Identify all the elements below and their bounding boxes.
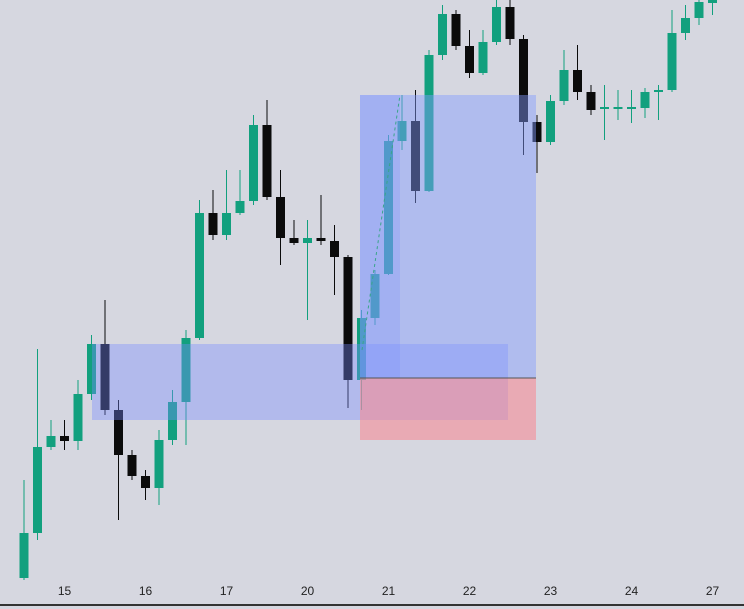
x-tick-label: 24: [625, 584, 639, 598]
candle-body: [613, 107, 623, 109]
candle-body: [424, 55, 434, 191]
candle-body: [586, 92, 596, 110]
projection-line: [361, 94, 401, 351]
candle-body: [316, 238, 326, 241]
candle-body: [235, 201, 245, 213]
candle-body: [195, 213, 204, 338]
candle-body: [627, 107, 636, 109]
target-zone: [360, 95, 536, 378]
candle-body: [19, 533, 29, 578]
x-tick-label: 16: [139, 584, 153, 598]
candle-body: [532, 122, 542, 142]
candle-body: [708, 0, 717, 3]
candle-body: [357, 318, 366, 380]
candle-body: [681, 18, 690, 33]
candle-body: [87, 344, 96, 394]
candle-body: [127, 455, 137, 476]
candle-body: [289, 238, 299, 243]
x-tick-label: 20: [301, 584, 315, 598]
candle-body: [208, 213, 218, 235]
candle-body: [519, 39, 528, 122]
candle-body: [438, 14, 447, 55]
candle-body: [600, 107, 609, 109]
candle-body: [222, 213, 231, 235]
candle-body: [478, 42, 488, 73]
candle-body: [262, 125, 272, 197]
x-tick-label: 17: [220, 584, 234, 598]
candle-body: [492, 7, 501, 42]
candle-body: [46, 436, 56, 447]
stop-zone: [360, 378, 536, 440]
zones: [92, 94, 536, 440]
x-tick-label: 15: [58, 584, 72, 598]
x-tick-label: 21: [382, 584, 396, 598]
x-tick-label: 23: [544, 584, 558, 598]
x-tick-label: 27: [706, 584, 720, 598]
candle-body: [694, 2, 704, 18]
candle-body: [181, 338, 191, 402]
x-tick-label: 22: [463, 584, 477, 598]
candle-body: [667, 33, 677, 90]
target-zone-edge: [360, 95, 400, 378]
candle-body: [573, 70, 582, 92]
candle-body: [168, 402, 177, 440]
candle-body: [330, 241, 339, 257]
candle-body: [100, 344, 110, 410]
candle-body: [451, 14, 461, 46]
candle-body: [546, 101, 555, 142]
candle-body: [505, 7, 515, 39]
candle-body: [559, 70, 569, 101]
candle-body: [343, 257, 353, 380]
candle-body: [640, 92, 650, 108]
candle-body: [141, 476, 150, 488]
candle-body: [384, 141, 393, 274]
candle-body: [154, 440, 164, 488]
candle-body: [465, 46, 474, 73]
candle-body: [370, 274, 380, 318]
candle-body: [303, 238, 312, 243]
candle-body: [73, 394, 83, 441]
candle-body: [33, 447, 42, 533]
candle-body: [397, 121, 407, 141]
candle-body: [276, 197, 285, 238]
candle-body: [654, 90, 663, 92]
candle-body: [411, 121, 420, 191]
candle-body: [114, 410, 123, 455]
candle-body: [60, 436, 69, 441]
candle-body: [249, 125, 258, 201]
